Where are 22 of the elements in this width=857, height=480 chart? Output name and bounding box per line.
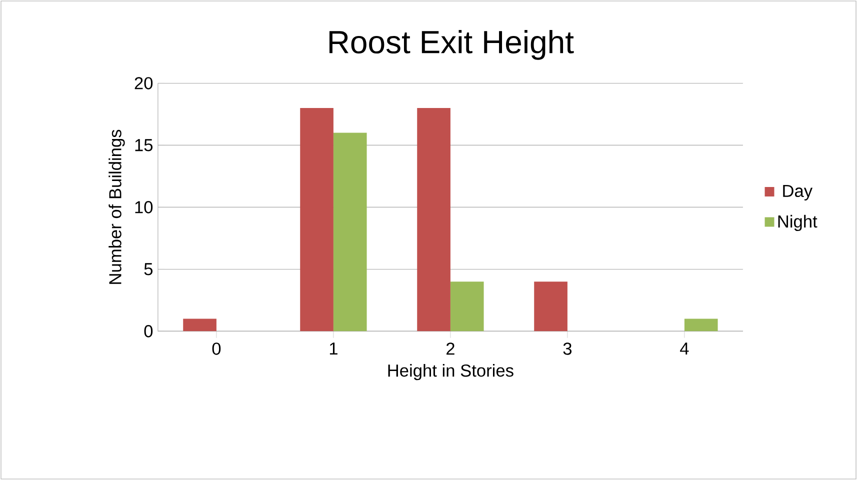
y-tick-label: 20 [134, 77, 153, 90]
x-tick-label: 1 [330, 342, 338, 355]
bar [183, 318, 216, 332]
bar [333, 132, 367, 332]
bar [684, 318, 718, 332]
bar [417, 108, 450, 332]
x-tick-label: 3 [563, 342, 572, 355]
bar [450, 282, 484, 332]
x-tick-label: 4 [680, 342, 689, 355]
bar [534, 282, 568, 332]
y-tick-label: 15 [135, 139, 153, 152]
bar [300, 108, 334, 332]
x-axis-title: Height in Stories [388, 364, 514, 380]
y-tick-label: 0 [144, 325, 153, 338]
x-tick-label: 0 [212, 342, 221, 355]
y-tick-label: 5 [144, 263, 153, 276]
legend-label: Day [783, 184, 813, 200]
y-tick-label: 10 [135, 201, 153, 214]
legend-label: Night [778, 214, 818, 232]
x-tick-label: 2 [446, 342, 454, 355]
y-axis-title: Number of Buildings [108, 130, 125, 284]
chart-title: Roost Exit Height [329, 30, 574, 60]
